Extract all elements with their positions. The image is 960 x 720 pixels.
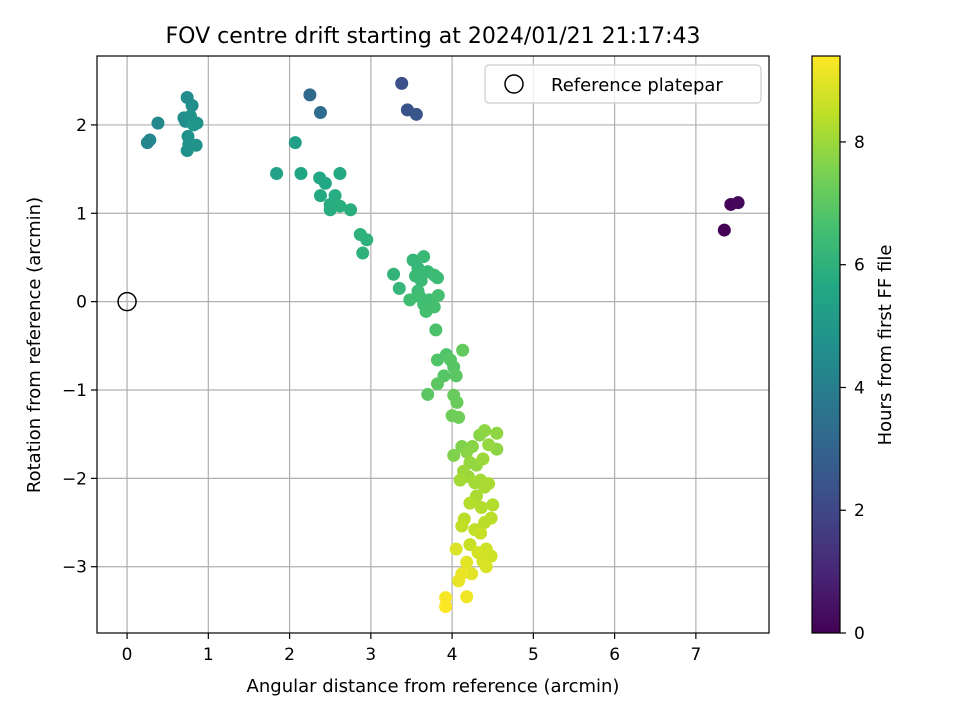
colorbar-tick-label: 6 — [854, 256, 865, 276]
y-tick-label: −3 — [62, 558, 87, 578]
data-point — [189, 138, 203, 152]
data-point — [479, 560, 493, 574]
x-ticks: 0 1 2 3 4 5 6 7 — [122, 633, 701, 665]
data-point — [452, 410, 466, 424]
legend-box — [484, 64, 762, 104]
data-point — [403, 293, 417, 307]
y-tick-label: 1 — [76, 204, 87, 224]
x-tick-label: 6 — [609, 645, 620, 665]
data-point — [395, 76, 409, 90]
colorbar-label: Hours from first FF file — [875, 245, 896, 446]
data-point — [187, 118, 201, 132]
plot-frame — [96, 55, 770, 634]
data-point — [460, 555, 474, 569]
legend: Reference platepar — [484, 64, 762, 104]
x-tick-label: 1 — [203, 645, 214, 665]
colorbar: 0 2 4 6 8 Hours from first FF file — [811, 55, 896, 644]
y-tick-label: −1 — [62, 381, 87, 401]
legend-label: Reference platepar — [551, 75, 723, 96]
data-point — [717, 223, 731, 237]
colorbar-tick-label: 2 — [854, 501, 865, 521]
data-point — [333, 167, 347, 181]
data-point — [270, 167, 284, 181]
data-point — [463, 496, 477, 510]
data-point — [490, 426, 504, 440]
x-tick-label: 5 — [528, 645, 539, 665]
x-tick-label: 0 — [122, 645, 133, 665]
x-tick-label: 7 — [690, 645, 701, 665]
data-point — [421, 387, 435, 401]
data-point — [460, 590, 474, 604]
colorbar-gradient — [811, 55, 841, 634]
data-point — [430, 377, 444, 391]
y-tick-label: −2 — [62, 469, 87, 489]
data-point — [478, 424, 492, 438]
colorbar-tick-label: 0 — [854, 624, 865, 644]
data-point — [288, 136, 302, 150]
data-point — [455, 519, 469, 533]
data-point — [450, 395, 464, 409]
data-point — [731, 196, 745, 210]
data-point — [360, 233, 374, 247]
data-point — [143, 133, 157, 147]
data-point — [409, 107, 423, 121]
data-point — [439, 599, 453, 613]
data-point — [303, 88, 317, 102]
data-point — [419, 304, 433, 318]
colorbar-tick-label: 8 — [854, 133, 865, 153]
data-point — [449, 542, 463, 556]
data-point — [474, 526, 488, 540]
data-point — [323, 203, 337, 217]
data-point — [456, 343, 470, 357]
data-points — [140, 76, 745, 613]
legend-marker — [504, 74, 524, 94]
data-point — [344, 203, 358, 217]
data-point — [478, 516, 492, 530]
y-tick-label: 2 — [76, 116, 87, 136]
chart-title: FOV centre drift starting at 2024/01/21 … — [166, 24, 701, 49]
data-point — [417, 250, 431, 264]
data-point — [392, 281, 406, 295]
reference-point — [117, 291, 137, 312]
data-point — [452, 574, 466, 588]
x-tick-label: 2 — [284, 645, 295, 665]
data-point — [482, 438, 496, 452]
data-point — [486, 498, 500, 512]
data-point — [356, 246, 370, 260]
data-point — [318, 176, 332, 190]
data-point — [463, 538, 477, 552]
data-point — [465, 440, 479, 454]
y-ticks: −3 −2 −1 0 1 2 — [62, 116, 97, 578]
data-point — [387, 267, 401, 281]
x-axis-label: Angular distance from reference (arcmin) — [247, 676, 620, 697]
x-tick-label: 4 — [447, 645, 458, 665]
data-point — [447, 448, 461, 462]
x-tick-label: 3 — [365, 645, 376, 665]
data-point — [474, 501, 488, 515]
data-point — [429, 323, 443, 337]
y-axis-label: Rotation from reference (arcmin) — [24, 197, 45, 493]
data-point — [476, 452, 490, 466]
data-point — [453, 473, 467, 487]
colorbar-tick-label: 4 — [854, 378, 865, 398]
data-point — [431, 288, 445, 302]
data-point — [482, 477, 496, 491]
colorbar-ticks: 0 2 4 6 8 — [840, 133, 865, 644]
data-point — [333, 199, 347, 213]
data-point — [313, 189, 327, 203]
data-point — [430, 271, 444, 285]
y-tick-label: 0 — [76, 293, 87, 313]
data-point — [151, 116, 165, 130]
grid — [97, 56, 769, 633]
data-point — [449, 369, 463, 383]
data-point — [294, 167, 308, 181]
data-point — [185, 98, 199, 112]
data-point — [465, 567, 479, 581]
data-point — [313, 106, 327, 120]
